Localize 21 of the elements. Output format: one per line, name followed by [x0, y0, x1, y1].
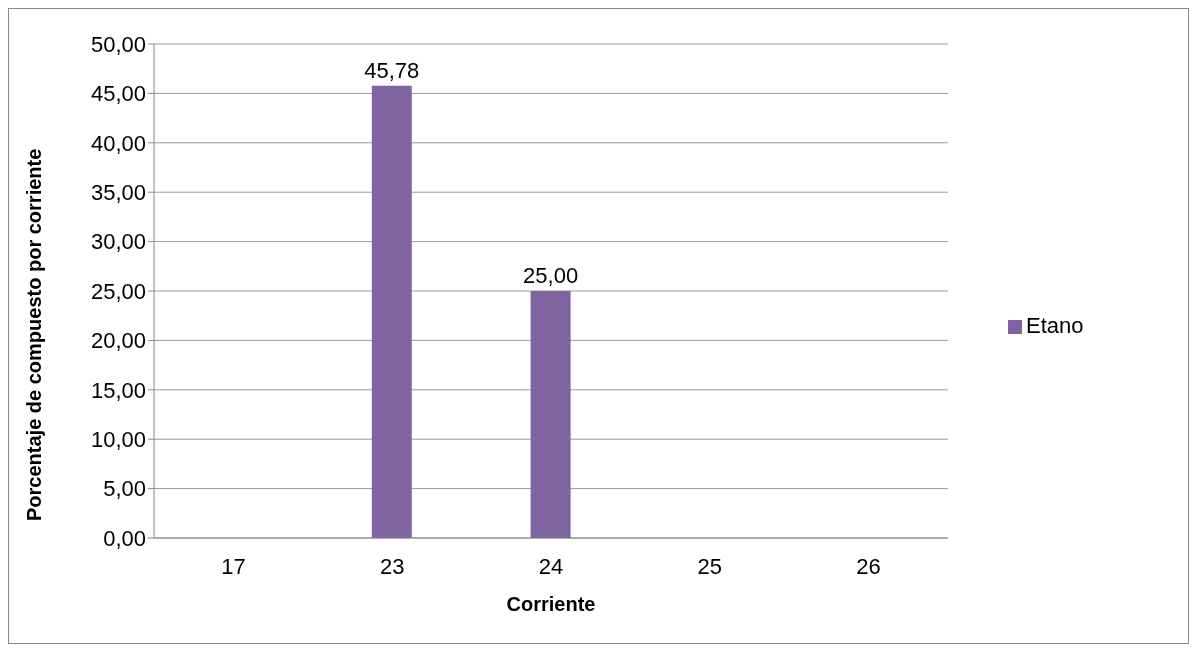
x-tick-label: 26 [856, 553, 881, 579]
y-tick-label: 30,00 [90, 229, 146, 255]
y-axis-title: Porcentaje de compuesto por corriente [23, 148, 46, 521]
y-tick-label: 45,00 [90, 81, 146, 107]
data-label: 25,00 [523, 263, 579, 288]
data-label: 45,78 [364, 57, 420, 83]
y-tick-label: 10,00 [90, 427, 146, 453]
y-tick-label: 0,00 [103, 525, 146, 551]
y-tick-label: 5,00 [103, 476, 146, 502]
x-tick-label: 25 [697, 553, 723, 579]
y-tick-label: 20,00 [90, 328, 146, 354]
y-tick-label: 50,00 [90, 31, 146, 57]
legend-label: Etano [1026, 313, 1084, 338]
y-tick-label: 25,00 [90, 278, 146, 304]
x-tick-label: 23 [379, 553, 405, 579]
y-tick-label: 35,00 [90, 180, 146, 206]
y-tick-label: 40,00 [90, 130, 146, 156]
x-tick-label: 17 [221, 553, 246, 579]
y-tick-label: 15,00 [90, 377, 146, 403]
x-axis-title: Corriente [506, 593, 596, 615]
x-tick-label: 24 [538, 553, 564, 579]
